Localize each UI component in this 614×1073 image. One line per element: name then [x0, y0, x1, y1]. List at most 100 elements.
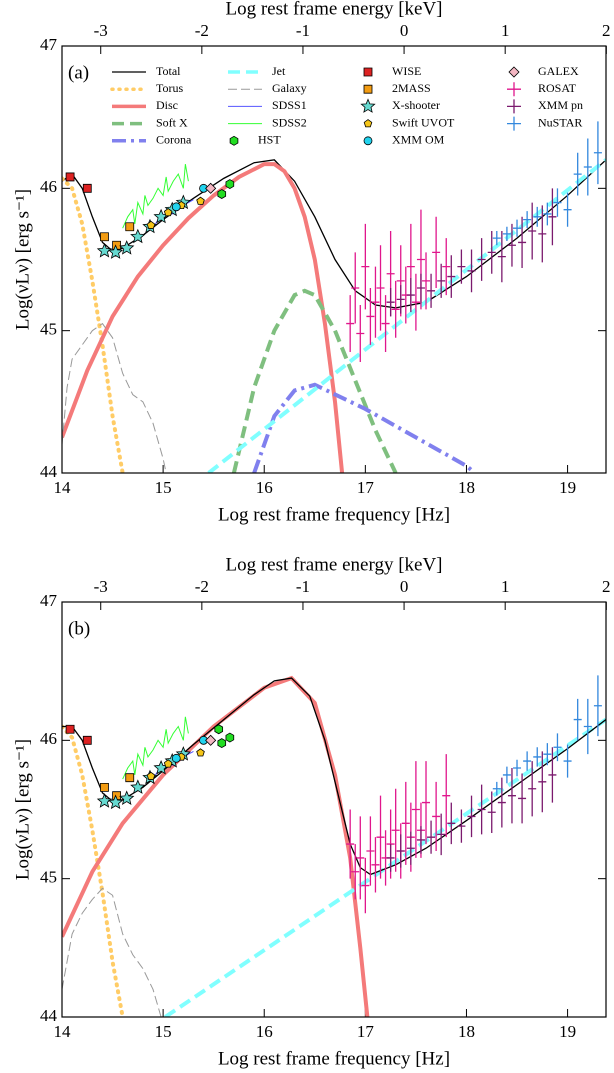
error-bar [381, 295, 390, 353]
error-bar [416, 826, 425, 854]
error-bar [366, 287, 375, 345]
legend-label: Torus [156, 81, 183, 95]
legend-marker [363, 119, 373, 128]
x2-tick-label: -2 [195, 577, 209, 596]
error-bar [477, 784, 486, 835]
model-line [252, 382, 473, 473]
error-bar [442, 238, 451, 296]
y-tick-label: 47 [40, 591, 58, 610]
model-line [62, 322, 167, 473]
error-bar [548, 747, 557, 803]
error-bar [361, 857, 370, 914]
legend-label: Total [156, 64, 181, 78]
error-bar [351, 844, 360, 900]
error-bar [583, 138, 592, 196]
x-tick-label: 14 [54, 1022, 72, 1041]
error-bar [346, 809, 355, 879]
model-line [62, 724, 125, 1017]
error-bar [427, 820, 436, 854]
x2-tick-label: 0 [400, 577, 409, 596]
x2-tick-label: 2 [602, 21, 611, 40]
error-bar [513, 759, 522, 777]
model-line [122, 164, 189, 229]
x-tick-label: 16 [256, 478, 273, 497]
legend-label: Jet [272, 64, 286, 78]
model-line [62, 159, 606, 309]
data-point [171, 202, 181, 212]
plot-area [62, 675, 606, 1017]
x-tick-label: 15 [155, 1022, 172, 1041]
data-point [130, 228, 146, 244]
data-point [214, 724, 224, 735]
data-point [217, 738, 227, 749]
legend-marker [507, 82, 521, 97]
error-bar [376, 795, 385, 879]
model-line [62, 887, 162, 1017]
error-bar [386, 287, 395, 317]
error-bar [563, 192, 572, 227]
error-bar [487, 791, 496, 834]
x-tick-label: 18 [458, 1022, 475, 1041]
legend-label: Swift UVOT [392, 115, 455, 129]
data-point [119, 240, 135, 255]
error-bar [356, 305, 365, 362]
error-bar [523, 211, 532, 229]
x2-tick-label: 1 [501, 21, 510, 40]
model-line [62, 176, 125, 473]
error-bar [401, 781, 410, 865]
error-bar [422, 761, 431, 845]
data-point [225, 732, 235, 743]
data-point [65, 172, 75, 182]
legend-marker [363, 67, 373, 77]
legend-marker [360, 98, 376, 113]
data-point [96, 793, 113, 808]
error-bar [437, 263, 446, 298]
legend-label: Galaxy [272, 81, 307, 95]
legend-marker [229, 135, 239, 146]
x-tick-label: 14 [54, 478, 72, 497]
error-bar [416, 273, 425, 303]
legend-label: SDSS2 [272, 115, 307, 129]
error-bar [518, 773, 527, 824]
error-bar [477, 238, 486, 281]
data-point [119, 790, 135, 805]
y-tick-label: 44 [40, 1006, 58, 1025]
data-point [225, 179, 235, 190]
x-tick-label: 16 [256, 1022, 273, 1041]
error-bar [518, 216, 527, 269]
data-point [107, 794, 124, 810]
legend-label: HST [258, 133, 281, 147]
y-tick-label: 46 [40, 177, 57, 196]
x2-tick-label: 0 [400, 21, 409, 40]
error-bar [386, 844, 395, 872]
legend-marker [363, 84, 373, 94]
legend-label: Soft X [156, 115, 188, 129]
model-line [62, 162, 345, 473]
error-bar [528, 761, 537, 817]
error-bar [563, 744, 572, 778]
data-point [146, 220, 156, 229]
error-bar [467, 795, 476, 838]
x-tick-label: 17 [357, 1022, 375, 1041]
error-bar [422, 252, 431, 310]
error-bar [447, 802, 456, 845]
data-point [125, 222, 135, 232]
data-point [125, 773, 135, 783]
data-point [82, 183, 92, 193]
error-bar [391, 788, 400, 872]
data-point [146, 771, 156, 780]
x2-tick-label: 1 [501, 577, 510, 596]
error-bar [502, 766, 511, 784]
error-bar [406, 278, 415, 313]
x2-tick-label: 2 [602, 577, 611, 596]
legend-label: NuSTAR [538, 115, 582, 129]
error-bar [513, 219, 522, 237]
x2-tick-label: -1 [296, 21, 310, 40]
error-bar [366, 816, 375, 886]
data-point [196, 196, 205, 205]
x2-tick-label: -2 [195, 21, 209, 40]
model-line [231, 288, 398, 473]
model-line [62, 675, 370, 1017]
x2-tick-label: -1 [296, 577, 310, 596]
